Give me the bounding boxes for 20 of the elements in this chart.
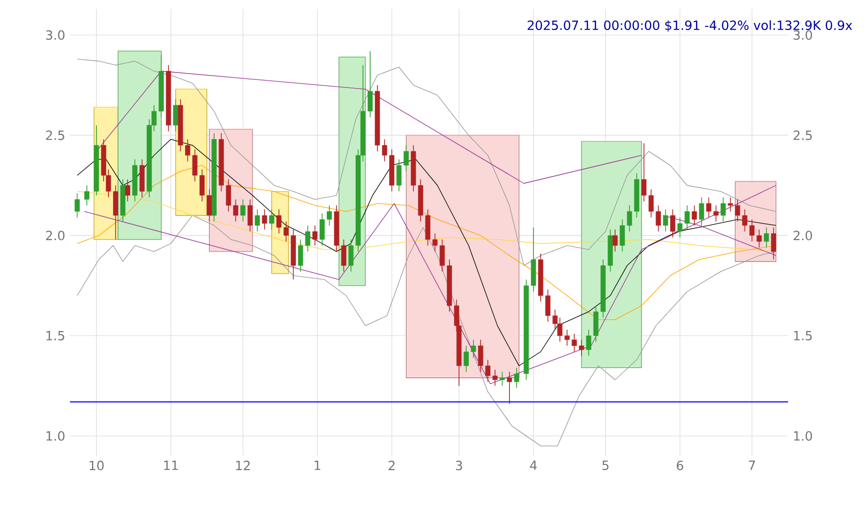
y-tick-label: 1.5 <box>46 331 64 340</box>
x-tick-label: 4 <box>530 460 537 470</box>
x-tick-label: 5 <box>602 460 608 470</box>
y2-tick-label: 2.0 <box>794 230 812 240</box>
x-tick-label: 2 <box>388 460 395 470</box>
y-tick-label: 2.5 <box>46 130 64 140</box>
x-tick-label: 11 <box>164 460 178 470</box>
x-tick-label: 6 <box>676 460 684 470</box>
x-tick-label: 7 <box>748 460 755 470</box>
x-tick-label: 3 <box>456 460 462 470</box>
y-tick-label: 2.0 <box>46 230 64 240</box>
x-tick-label: 12 <box>236 460 250 470</box>
y2-tick-label: 3.0 <box>794 30 812 40</box>
x-tick-label: 10 <box>90 460 104 470</box>
x-tick-label: 1 <box>314 460 320 470</box>
y2-tick-label: 1.0 <box>794 431 812 441</box>
y-tick-label: 3.0 <box>46 30 64 40</box>
y2-tick-label: 1.5 <box>794 331 812 340</box>
y-tick-label: 1.0 <box>46 431 64 441</box>
y2-tick-label: 2.5 <box>794 130 812 140</box>
